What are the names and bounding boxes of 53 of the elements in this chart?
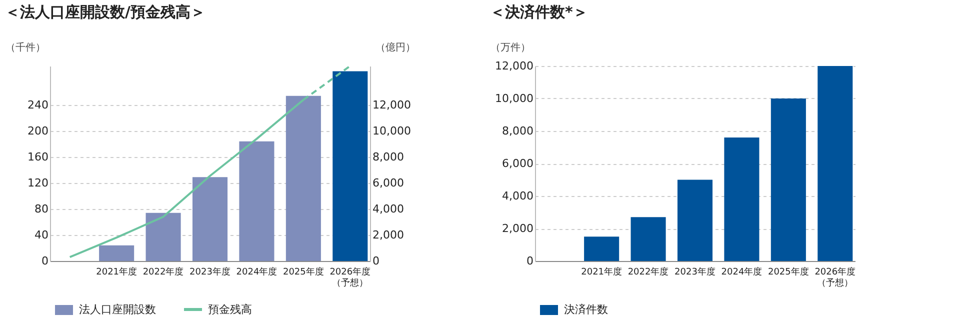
bar (584, 236, 620, 261)
bar (146, 212, 181, 261)
y-tick-label: 6,000 (502, 157, 534, 170)
y2-tick-label: 8,000 (372, 150, 404, 164)
y-tick-label: 12,000 (495, 60, 534, 72)
y-axis-title: （千件） (6, 42, 46, 54)
bar (630, 217, 666, 261)
chart-title: ＜決済件数*＞ (490, 3, 588, 21)
y2-tick-label: 2,000 (372, 228, 404, 242)
bar (677, 180, 713, 261)
bar (99, 245, 134, 261)
bar (818, 66, 853, 261)
bar (239, 141, 274, 261)
x-tick-label: 2024年度 (721, 266, 762, 278)
x-tick-label: 2022年度 (628, 266, 669, 278)
y2-tick-label: 0 (372, 254, 380, 268)
x-tick-label: 2025年度 (768, 266, 809, 278)
bar (724, 138, 760, 261)
y-tick-label: 0 (526, 254, 534, 268)
x-tick-label: 2026年度（予想） (330, 266, 371, 288)
y-tick-label: 8,000 (502, 124, 534, 138)
legend-label: 法人口座開設数 (79, 302, 156, 317)
x-tick-label: 2022年度 (142, 266, 184, 278)
y2-tick-label: 4,000 (372, 202, 404, 216)
y-tick-label: 80 (34, 202, 48, 216)
legend-label: 決済件数 (564, 302, 608, 317)
x-tick-label: 2023年度 (674, 266, 716, 278)
x-tick-label: 2023年度 (190, 266, 230, 278)
y2-tick-label: 6,000 (372, 176, 404, 190)
y-tick-label: 120 (28, 176, 48, 190)
x-tick-label: 2025年度 (282, 266, 324, 278)
y-tick-label: 160 (28, 150, 48, 164)
y-tick-label: 200 (28, 124, 48, 138)
bar (770, 98, 806, 261)
chart-title: ＜法人口座開設数/預金残高＞ (5, 3, 206, 21)
y-tick-label: 10,000 (495, 92, 534, 105)
x-tick-label: 2024年度 (236, 266, 278, 278)
x-tick-label: 2021年度 (581, 266, 622, 278)
y-tick-label: 240 (28, 98, 48, 112)
bar (192, 177, 228, 261)
y-tick-label: 0 (42, 254, 48, 268)
y-tick-label: 40 (34, 228, 48, 242)
y2-tick-label: 10,000 (372, 124, 411, 138)
y-tick-label: 2,000 (502, 222, 534, 235)
bar (332, 71, 368, 261)
legend-label: 預金残高 (208, 302, 252, 317)
x-tick-label: 2026年度（予想） (814, 266, 856, 288)
y-tick-label: 4,000 (502, 190, 534, 202)
y2-axis-title: （億円） (376, 42, 416, 54)
bar (286, 96, 321, 261)
x-tick-label: 2021年度 (96, 266, 138, 278)
y2-tick-label: 12,000 (372, 98, 411, 112)
y-axis-title: （万件） (490, 42, 530, 54)
